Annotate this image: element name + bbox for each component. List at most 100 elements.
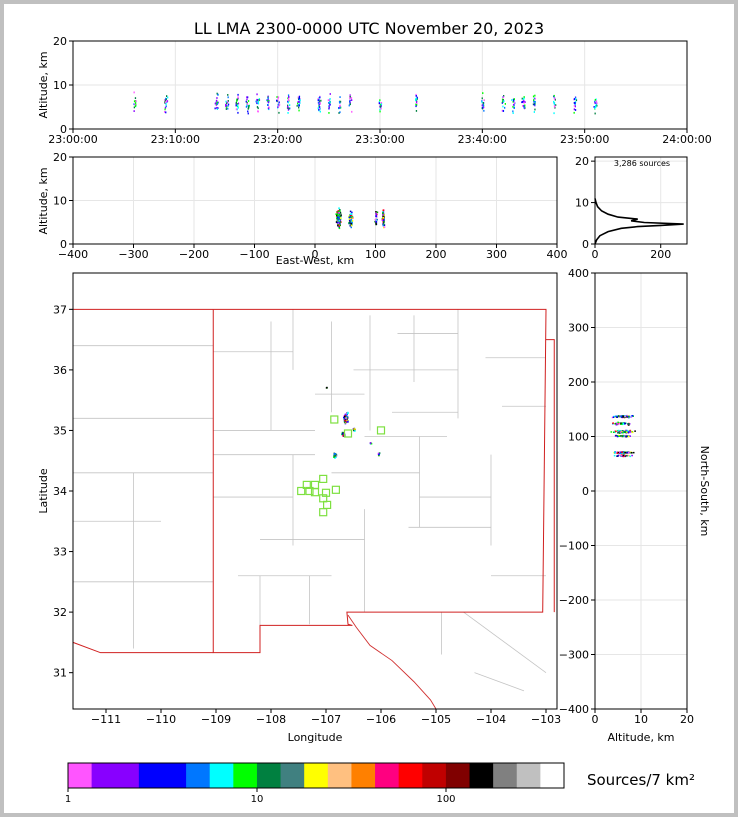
time-height-source xyxy=(246,101,248,104)
time-height-source xyxy=(298,104,300,107)
time-height-source xyxy=(133,110,135,112)
time-height-source xyxy=(133,106,135,109)
northsouth-source xyxy=(616,422,618,425)
northsouth-source xyxy=(629,455,631,458)
histogram-annotation: 3,286 sources xyxy=(614,159,670,168)
colorbar-tick-label: 100 xyxy=(436,794,455,805)
height-northsouth-xlabel: Altitude, km xyxy=(607,731,674,744)
plan-view-source xyxy=(344,416,346,419)
plan-view-ytick-label: 36 xyxy=(53,364,67,377)
plan-view-xtick-label: −104 xyxy=(476,713,506,726)
time-height-source xyxy=(596,104,598,107)
time-height-source xyxy=(217,93,219,96)
eastwest-source xyxy=(339,222,341,224)
time-height-source xyxy=(235,103,237,106)
time-height-source xyxy=(338,112,340,114)
time-height-source xyxy=(287,107,289,109)
time-height-xtick-label: 23:40:00 xyxy=(458,133,507,146)
time-height-source xyxy=(236,100,238,102)
time-height-source xyxy=(534,97,536,100)
time-height-source xyxy=(349,102,351,104)
time-height-source xyxy=(378,101,380,103)
time-height-source xyxy=(415,103,417,106)
time-height-source xyxy=(256,106,259,108)
time-height-source xyxy=(350,97,353,99)
northsouth-source xyxy=(627,454,629,457)
eastwest-source xyxy=(383,214,385,216)
time-height-source xyxy=(415,110,418,112)
colorbar-tick-label: 1 xyxy=(65,794,71,805)
plan-view-source xyxy=(326,386,328,389)
eastwest-source xyxy=(374,220,376,223)
colorbar-label: Sources/7 km² xyxy=(587,771,695,789)
plan-view-xtick-label: −110 xyxy=(146,713,176,726)
eastwest-source xyxy=(337,224,339,226)
time-height-source xyxy=(379,110,381,113)
time-height-source xyxy=(236,108,238,111)
time-height-source xyxy=(214,102,216,105)
time-height-source xyxy=(297,96,299,99)
time-height-source xyxy=(165,111,167,114)
northsouth-source xyxy=(630,416,633,418)
time-height-source xyxy=(533,111,535,113)
plan-view-source xyxy=(345,415,348,418)
time-height-source xyxy=(379,105,382,108)
northsouth-xtick-label: 10 xyxy=(634,713,648,726)
plan-view-xtick-label: −109 xyxy=(201,713,231,726)
time-height-source xyxy=(278,101,280,104)
plan-view-ytick-label: 31 xyxy=(53,667,67,680)
eastwest-source xyxy=(336,217,338,220)
eastwest-source xyxy=(375,215,377,217)
time-height-source xyxy=(227,94,229,96)
eastwest-source xyxy=(383,226,386,228)
northsouth-source xyxy=(626,429,629,432)
northsouth-source xyxy=(629,429,632,432)
time-height-source xyxy=(287,99,290,102)
northsouth-source xyxy=(617,415,620,418)
plan-view-ylabel: Latitude xyxy=(37,468,50,514)
northsouth-source xyxy=(634,430,636,432)
time-height-source xyxy=(318,98,320,101)
time-height-source xyxy=(379,99,381,102)
eastwest-source xyxy=(338,211,340,214)
eastwest-ytick-label: 10 xyxy=(53,195,67,208)
northsouth-source xyxy=(617,451,619,454)
plan-view-source xyxy=(334,454,337,457)
plan-view-source xyxy=(345,419,348,421)
northsouth-ytick-label: −200 xyxy=(559,594,589,607)
eastwest-source xyxy=(375,214,378,216)
time-height-source xyxy=(513,106,515,109)
colorbar-cell xyxy=(304,763,329,788)
time-height-ytick-label: 0 xyxy=(60,123,67,136)
time-height-source xyxy=(268,106,270,109)
histogram-ytick-label: 0 xyxy=(582,238,589,251)
time-height-source xyxy=(248,104,250,107)
plan-view-source xyxy=(369,442,372,444)
plan-view-frame xyxy=(72,272,558,710)
plan-view-source xyxy=(344,419,346,422)
plan-view-source xyxy=(378,454,380,457)
plan-view-ytick-label: 32 xyxy=(53,606,67,619)
time-height-source xyxy=(287,94,290,97)
state-border xyxy=(72,641,214,654)
state-border xyxy=(546,339,555,613)
time-height-source xyxy=(256,93,258,96)
time-height-source xyxy=(227,104,229,107)
eastwest-source xyxy=(339,223,341,226)
time-height-source xyxy=(574,96,577,99)
time-height-source xyxy=(165,103,167,106)
time-height-source xyxy=(573,104,576,107)
time-height-source xyxy=(296,104,298,107)
time-height-source xyxy=(267,98,269,101)
eastwest-source xyxy=(350,214,352,216)
time-height-source xyxy=(318,103,320,106)
histogram-line xyxy=(594,198,684,245)
time-height-source xyxy=(299,98,301,101)
time-height-source xyxy=(215,99,218,102)
time-height-source xyxy=(502,110,504,112)
northsouth-source xyxy=(619,430,622,432)
northsouth-source xyxy=(624,431,626,434)
time-height-source xyxy=(574,101,577,103)
northsouth-source xyxy=(615,434,617,437)
plan-view-source xyxy=(353,428,356,430)
